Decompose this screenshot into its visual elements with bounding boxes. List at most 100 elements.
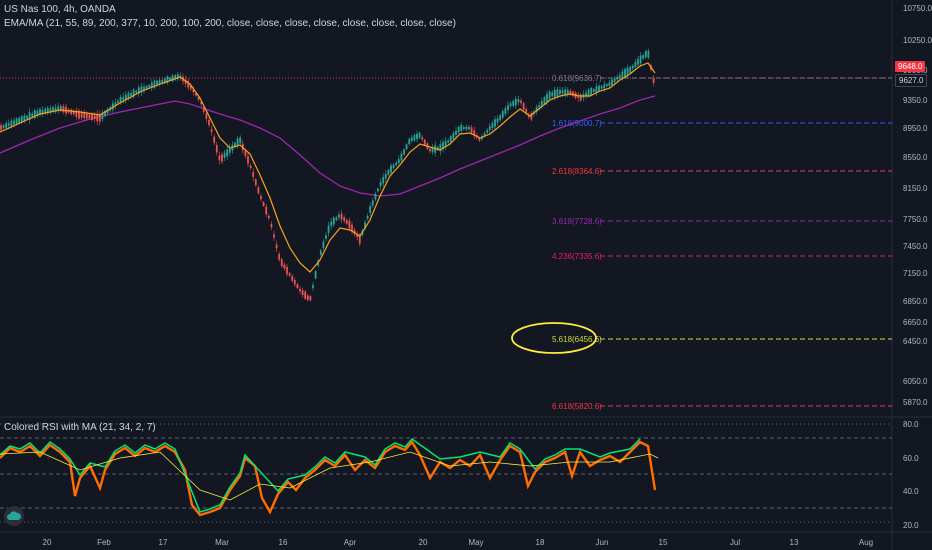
candle-body <box>319 250 322 255</box>
candle-body <box>517 99 520 103</box>
rsi-down-line <box>0 439 657 517</box>
candle-body <box>23 115 26 121</box>
candle-body <box>39 108 41 116</box>
price-tick-label: 9350.0 <box>903 96 928 105</box>
candle-body <box>366 215 369 219</box>
price-tick-label: 10750.0 <box>903 4 932 13</box>
rsi-panel-title[interactable]: Colored RSI with MA (21, 34, 2, 7) <box>4 422 156 433</box>
candle-body <box>418 132 421 138</box>
candle-body <box>325 235 327 239</box>
candle-body <box>46 107 49 114</box>
candle-body <box>124 94 127 100</box>
chart-legend: US Nas 100, 4h, OANDA EMA/MA (21, 55, 89… <box>4 3 456 31</box>
candle-body <box>301 290 304 295</box>
candle-body <box>304 291 307 299</box>
candle-body <box>356 234 359 238</box>
symbol-title[interactable]: US Nas 100, 4h, OANDA <box>4 4 116 15</box>
time-tick-label: 20 <box>419 538 428 547</box>
candle-body <box>208 119 210 126</box>
candle-body <box>647 50 650 58</box>
fib-extension-levels[interactable]: 0.618(9636.7) 1.618(9000.7) 2.618(8364.6) 3… <box>552 74 892 411</box>
candle-body <box>468 126 470 130</box>
candle-body <box>397 159 400 164</box>
time-tick-label: 17 <box>159 538 168 547</box>
price-tick-label: 7450.0 <box>903 242 928 251</box>
candle-body <box>228 147 231 153</box>
candle-body <box>174 75 177 80</box>
candle-body <box>390 165 392 173</box>
candle-body <box>296 284 299 289</box>
time-tick-label: 20 <box>43 538 52 547</box>
candle-body <box>171 75 174 82</box>
tradingview-cloud-icon[interactable] <box>4 506 24 526</box>
candle-body <box>598 85 600 92</box>
time-axis[interactable]: 20 Feb 17 Mar 16 Apr 20 May 18 Jun 15 Jul 13 Aug <box>43 538 874 547</box>
price-tick-label: 7150.0 <box>903 269 928 278</box>
candle-body <box>494 119 496 127</box>
candle-body <box>5 123 8 128</box>
candle-body <box>561 90 564 94</box>
candle-body <box>566 89 569 95</box>
price-tick-label: 5870.0 <box>903 398 928 407</box>
candle-body <box>312 285 314 288</box>
time-tick-label: 13 <box>790 538 799 547</box>
candle-body <box>26 115 28 119</box>
candle-body <box>257 187 260 194</box>
candle-body <box>15 118 18 125</box>
candle-body <box>600 86 603 89</box>
candle-body <box>200 101 203 105</box>
candle-body <box>106 109 109 114</box>
candle-body <box>132 89 135 97</box>
candle-body <box>343 217 346 222</box>
candle-body <box>637 59 639 65</box>
candle-body <box>400 153 403 161</box>
candle-body <box>111 103 114 110</box>
fib-label: 0.618(9636.7) <box>552 74 602 83</box>
candle-body <box>577 95 580 98</box>
candle-body <box>215 145 218 153</box>
candle-body <box>358 235 361 244</box>
candle-body <box>410 137 413 141</box>
candle-body <box>501 111 504 118</box>
candle-body <box>252 172 255 178</box>
candle-body <box>187 81 190 88</box>
candle-body <box>452 133 455 139</box>
candle-body <box>413 135 416 141</box>
candle-body <box>299 288 301 292</box>
candle-body <box>592 89 595 92</box>
time-tick-label: 18 <box>536 538 545 547</box>
highlight-circle <box>511 322 597 354</box>
candle-body <box>288 273 291 276</box>
candle-body <box>280 259 283 267</box>
candle-body <box>444 140 447 147</box>
time-tick-label: May <box>468 538 483 547</box>
candle-body <box>205 113 208 119</box>
candle-body <box>499 115 502 121</box>
candle-body <box>629 66 632 73</box>
fib-label: 3.618(7728.6) <box>552 217 602 226</box>
rsi-axis[interactable]: 80.0 60.0 40.0 20.0 <box>903 420 919 530</box>
candle-body <box>522 103 525 110</box>
candle-body <box>189 85 192 89</box>
candle-body <box>605 84 608 87</box>
candle-body <box>195 93 197 96</box>
price-tick-label: 8150.0 <box>903 184 928 193</box>
candle-body <box>278 254 281 260</box>
candle-body <box>387 170 390 175</box>
candle-body <box>384 173 387 179</box>
candle-body <box>150 82 153 88</box>
time-tick-label: 15 <box>659 538 668 547</box>
indicator-title[interactable]: EMA/MA (21, 55, 89, 200, 377, 10, 200, 1… <box>4 18 456 29</box>
price-tick-label: 6450.0 <box>903 337 928 346</box>
candle-body <box>457 126 460 133</box>
candle-body <box>416 133 418 140</box>
candle-body <box>83 113 86 118</box>
candle-body <box>122 97 125 100</box>
candle-body <box>75 110 78 117</box>
ma-slow-line <box>0 95 656 197</box>
candle-body <box>512 101 515 106</box>
candle-body <box>478 138 481 141</box>
time-tick-label: Mar <box>215 538 229 547</box>
candle-body <box>192 89 195 92</box>
